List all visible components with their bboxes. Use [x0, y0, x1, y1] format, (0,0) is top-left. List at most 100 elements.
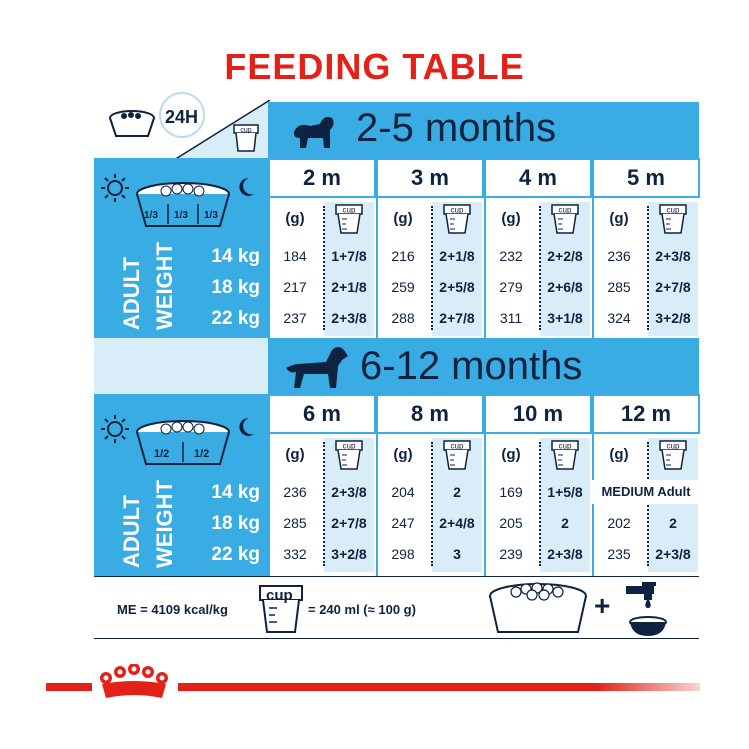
grams-value: 202 — [607, 515, 631, 531]
svg-text:cup: cup — [559, 206, 572, 215]
cups-value: 2+6/8 — [547, 279, 583, 295]
cups-value: 3+2/8 — [331, 546, 367, 562]
svg-text:cup: cup — [451, 206, 464, 215]
svg-text:cup: cup — [667, 442, 680, 451]
svg-text:cup: cup — [343, 442, 356, 451]
cup-icon — [258, 584, 304, 634]
grams-value: 285 — [607, 279, 631, 295]
grams-value: 247 — [391, 515, 415, 531]
dotted-divider — [647, 206, 649, 330]
fraction-1: 1/3 — [144, 210, 158, 221]
grams-unit-label: (g) — [393, 210, 413, 227]
weight-14: 14 kg — [211, 482, 260, 503]
cup-icon: cup — [443, 204, 471, 234]
grams-unit-label: (g) — [285, 210, 305, 227]
clock-icon — [152, 90, 212, 140]
adult-label-2: ADULT — [119, 495, 144, 568]
grams-unit-label: (g) — [393, 446, 413, 463]
sun-icon — [100, 414, 130, 444]
grams-unit-label: (g) — [285, 446, 305, 463]
grams-value: 235 — [607, 546, 631, 562]
fraction-2: 1/2 — [194, 448, 210, 460]
cups-value: 3+1/8 — [547, 310, 583, 326]
water-tap-icon — [622, 580, 672, 640]
column-separator — [376, 158, 378, 340]
cup-icon: cup — [659, 204, 687, 234]
grams-unit-label: (g) — [609, 210, 629, 227]
adult-label-1: ADULT — [119, 257, 144, 330]
cups-value: 2 — [561, 515, 569, 531]
weight-14: 14 kg — [211, 246, 260, 267]
column-separator — [484, 158, 486, 340]
cups-value: 2+5/8 — [439, 279, 475, 295]
moon-icon — [236, 416, 256, 438]
grams-value: 204 — [391, 484, 415, 500]
column-header: 3 m — [378, 160, 482, 196]
cups-value: 2+3/8 — [331, 484, 367, 500]
column-header: 10 m — [486, 396, 590, 432]
footer-line — [94, 576, 699, 577]
cup-icon: cup — [335, 204, 363, 234]
svg-text:cup: cup — [667, 206, 680, 215]
energy-label: ME = 4109 kcal/kg — [117, 602, 228, 617]
dotted-divider — [323, 442, 325, 566]
cup-icon: cup — [335, 440, 363, 470]
band-2-5-months — [268, 102, 699, 158]
grams-value: 236 — [283, 484, 307, 500]
per-day-label: 24H — [165, 107, 199, 127]
grams-value: 324 — [607, 310, 631, 326]
grams-value: 285 — [283, 515, 307, 531]
fraction-1: 1/2 — [154, 448, 170, 460]
cups-value: 2+4/8 — [439, 515, 475, 531]
crown-logo — [96, 664, 172, 702]
dotted-divider — [539, 442, 541, 566]
bowl-thirds-icon — [132, 180, 234, 230]
grams-value: 217 — [283, 279, 307, 295]
cups-value: 3+2/8 — [655, 310, 691, 326]
grams-value: 169 — [499, 484, 523, 500]
cups-value: 2+3/8 — [655, 248, 691, 264]
moon-icon — [236, 176, 256, 198]
fraction-2: 1/3 — [174, 210, 188, 221]
brand-line-right — [178, 683, 700, 691]
dotted-divider — [647, 442, 649, 566]
cup-equivalence: = 240 ml (≈ 100 g) — [308, 602, 416, 617]
column-header: 8 m — [378, 396, 482, 432]
weight-22: 22 kg — [211, 308, 260, 329]
cup-icon: cup — [551, 440, 579, 470]
dotted-divider — [431, 442, 433, 566]
weight-18: 18 kg — [211, 513, 260, 534]
grams-unit-label: (g) — [501, 446, 521, 463]
grams-unit-label: (g) — [609, 446, 629, 463]
column-header: 6 m — [270, 396, 374, 432]
grams-value: 279 — [499, 279, 523, 295]
cups-value: 2+3/8 — [331, 310, 367, 326]
grams-value: 311 — [499, 310, 523, 326]
cup-icon: cup — [659, 440, 687, 470]
weight-label-1: WEIGHT — [152, 242, 177, 330]
bowl-halves-icon — [132, 418, 234, 468]
column-separator — [268, 394, 270, 576]
cups-value: 2+1/8 — [439, 248, 475, 264]
dotted-divider — [431, 206, 433, 330]
sun-icon — [100, 173, 130, 203]
weight-22: 22 kg — [211, 544, 260, 565]
svg-text:cup: cup — [451, 442, 464, 451]
column-separator — [698, 394, 700, 434]
grams-value: 237 — [283, 310, 307, 326]
cups-value: 1+5/8 — [547, 484, 583, 500]
page-title: FEEDING TABLE — [224, 46, 525, 87]
left-spacer — [94, 338, 268, 394]
grams-value: 216 — [391, 248, 415, 264]
grams-value: 332 — [283, 546, 307, 562]
cups-value: 2 — [669, 515, 677, 531]
cups-value: 2+7/8 — [331, 515, 367, 531]
plus-sign: + — [594, 590, 611, 621]
svg-text:cup: cup — [559, 442, 572, 451]
grams-value: 239 — [499, 546, 523, 562]
weight-label-2: WEIGHT — [152, 480, 177, 568]
bowl-icon — [486, 580, 590, 636]
grams-value: 236 — [607, 248, 631, 264]
grams-value: 259 — [391, 279, 415, 295]
cups-value: 2 — [453, 484, 461, 500]
